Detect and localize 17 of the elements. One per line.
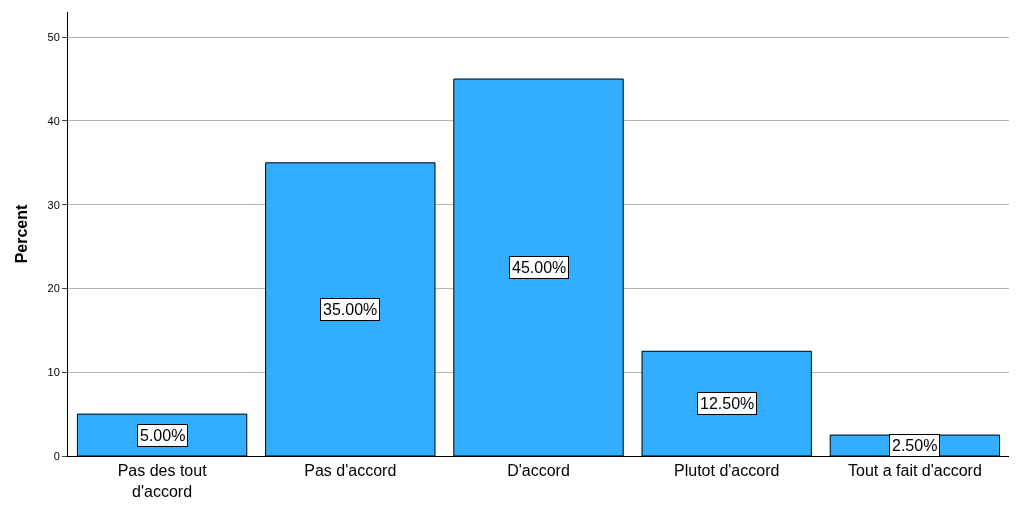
- y-tick-label: 40: [47, 114, 60, 127]
- x-tick-label: Pas des tout d'accord: [117, 462, 208, 500]
- data-label: 2.50%: [892, 437, 938, 454]
- x-tick-label: Pas d'accord: [304, 462, 397, 480]
- x-tick-label: D'accord: [507, 462, 570, 480]
- x-tick-label: Plutot d'accord: [674, 462, 780, 480]
- y-tick-label: 0: [53, 449, 60, 462]
- y-tick-label: 20: [47, 282, 60, 295]
- y-tick-label: 50: [47, 30, 60, 43]
- y-axis-title: Percent: [13, 203, 31, 264]
- x-tick-label: Tout a fait d'accord: [848, 462, 982, 480]
- y-tick-label: 10: [47, 366, 60, 379]
- data-label: 45.00%: [512, 259, 567, 276]
- data-label: 12.50%: [700, 395, 755, 412]
- y-tick-label: 30: [47, 198, 60, 211]
- data-label: 35.00%: [323, 301, 378, 318]
- data-label: 5.00%: [140, 427, 186, 444]
